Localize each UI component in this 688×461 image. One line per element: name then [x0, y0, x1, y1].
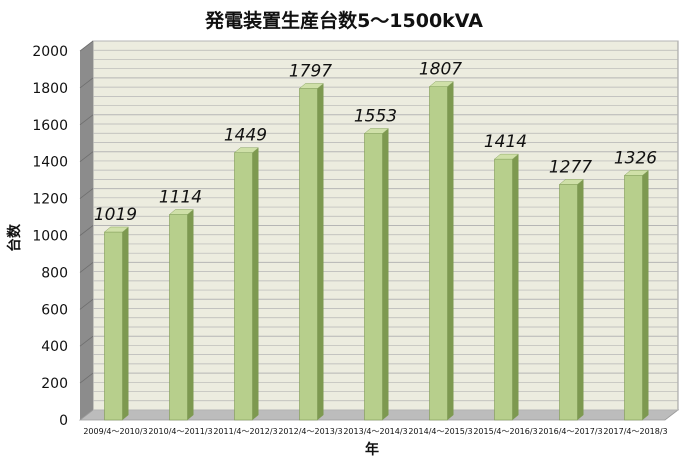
gridline-depth: [79, 298, 94, 310]
y-axis-label: 台数: [6, 223, 23, 252]
y-tick-label: 800: [41, 265, 68, 281]
bar[interactable]: [428, 81, 455, 421]
gridline-depth: [79, 262, 94, 273]
bar-front: [494, 158, 513, 421]
bar[interactable]: [233, 147, 260, 421]
chart-title: 発電装置生産台数5～1500kVA: [205, 10, 483, 32]
bar[interactable]: [103, 226, 130, 421]
x-axis-label: 年: [365, 441, 379, 458]
y-tick-label: 400: [41, 339, 68, 355]
x-tick-label: 2016/4～2017/3: [538, 427, 602, 436]
bar-top: [298, 83, 325, 89]
y-tick-label: 1000: [32, 229, 68, 245]
data-label: 1449: [224, 126, 267, 146]
x-tick-label: 2013/4～2014/3: [343, 427, 407, 436]
x-tick-label: 2010/4～2011/3: [148, 427, 212, 436]
bar-side: [512, 154, 519, 420]
data-label: 1326: [614, 148, 657, 168]
bar-front: [429, 86, 448, 421]
data-label: 1019: [94, 205, 137, 225]
bar[interactable]: [298, 83, 325, 421]
y-tick-label: 200: [41, 376, 68, 392]
y-tick-label: 1400: [32, 155, 68, 171]
bar-top: [363, 128, 390, 134]
y-tick-label: 600: [41, 302, 68, 318]
bar[interactable]: [493, 153, 520, 421]
x-tick-label: 2009/4～2010/3: [83, 427, 147, 436]
bar-side: [317, 83, 324, 421]
bar-top: [623, 170, 650, 176]
bar-front: [559, 184, 578, 421]
bar[interactable]: [363, 128, 390, 421]
bar-top: [103, 226, 130, 233]
x-tick-label: 2017/4～2018/3: [603, 427, 667, 436]
gridline-depth: [79, 77, 94, 89]
bar-front: [104, 231, 123, 421]
bar-side: [447, 81, 454, 421]
gridline-depth: [79, 188, 94, 199]
bar-side: [577, 179, 584, 420]
bar-top: [168, 209, 195, 215]
y-tick-label: 1600: [32, 118, 68, 134]
data-label: 1277: [549, 157, 592, 177]
data-label: 1553: [354, 106, 397, 126]
bar-front: [169, 214, 188, 421]
data-label: 1414: [484, 132, 527, 152]
y-tick-label: 2000: [32, 44, 68, 60]
bar-top: [493, 153, 520, 160]
y-tick-label: 1200: [32, 192, 68, 208]
bar[interactable]: [168, 209, 195, 421]
bar-top: [233, 147, 260, 153]
bar-top: [428, 81, 455, 87]
bar-front: [364, 133, 383, 421]
x-tick-label: 2014/4～2015/3: [408, 427, 472, 436]
y-tick-label: 1800: [32, 81, 68, 97]
bar[interactable]: [623, 170, 650, 421]
bar-side: [382, 128, 389, 420]
bar[interactable]: [558, 179, 585, 421]
data-label: 1114: [159, 187, 202, 207]
x-tick-label: 2015/4～2016/3: [473, 427, 537, 436]
data-label: 1807: [419, 60, 462, 80]
data-label: 1797: [289, 61, 332, 81]
bar-front: [234, 152, 253, 421]
x-tick-label: 2011/4～2012/3: [213, 427, 277, 436]
bar-top: [558, 179, 585, 185]
bar-side: [122, 226, 129, 420]
gridline-depth: [79, 40, 94, 52]
gridline-depth: [79, 335, 94, 347]
gridline-depth: [79, 114, 94, 126]
bar-front: [624, 175, 643, 421]
bar-side: [252, 147, 259, 421]
bar-side: [187, 209, 194, 420]
bar-side: [642, 170, 649, 420]
gridline-depth: [79, 372, 94, 384]
x-tick-label: 2012/4～2013/3: [278, 427, 342, 436]
gridline-depth: [79, 225, 94, 236]
y-tick-label: 0: [59, 413, 68, 429]
bar-front: [299, 88, 318, 421]
gridline-depth: [79, 151, 94, 163]
